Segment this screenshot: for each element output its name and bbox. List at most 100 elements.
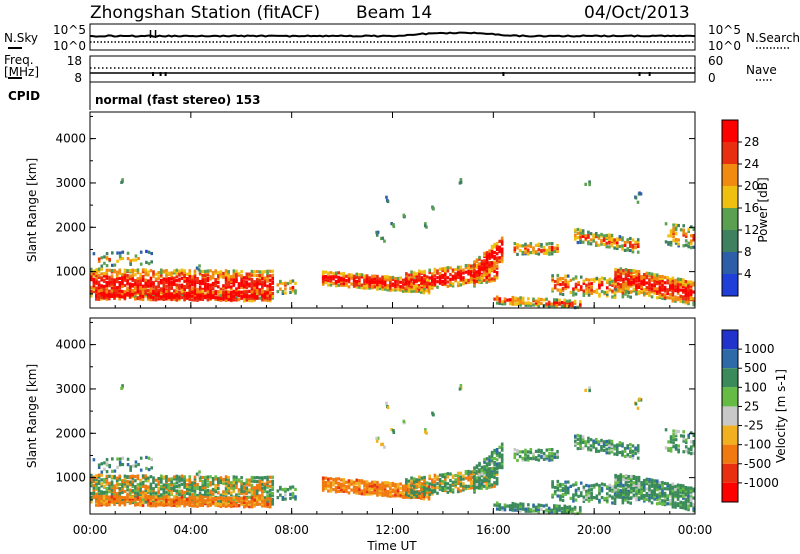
velocity-cell: [407, 489, 411, 494]
power-cell: [175, 293, 179, 298]
power-cell: [149, 279, 153, 283]
power-cell: [519, 303, 522, 307]
velocity-cell: [564, 487, 567, 492]
power-cell: [391, 275, 395, 280]
power-cell: [676, 286, 680, 290]
velocity-cell: [451, 480, 455, 484]
power-cell: [334, 279, 338, 284]
power-cell: [128, 269, 132, 273]
power-cell: [422, 291, 426, 295]
velocity-cell: [550, 456, 554, 460]
power-cell: [211, 286, 215, 290]
velocity-cell: [167, 490, 171, 494]
power-cell: [674, 226, 678, 230]
power-cell: [615, 240, 619, 245]
velocity-cell: [284, 497, 287, 501]
power-cell: [551, 287, 554, 291]
power-cell: [495, 256, 499, 260]
velocity-cell: [534, 507, 538, 511]
power-cell: [100, 291, 103, 295]
power-cell: [668, 277, 672, 282]
velocity-cell: [608, 447, 611, 451]
power-cell: [548, 245, 551, 250]
power-cell: [100, 288, 103, 292]
velocity-cell: [237, 478, 241, 482]
power-cell: [587, 287, 591, 291]
power-cell: [483, 266, 486, 271]
power-cell: [585, 287, 588, 291]
power-cell: [420, 278, 424, 282]
power-cell: [418, 269, 421, 273]
power-cell: [622, 288, 625, 293]
velocity-cell: [232, 483, 236, 488]
power-cell: [682, 244, 685, 248]
power-cell: [655, 291, 659, 295]
power-cell: [134, 285, 137, 289]
power-cell: [113, 288, 116, 292]
power-cell: [537, 297, 541, 301]
power-cell: [170, 277, 173, 281]
velocity-cell: [516, 452, 519, 456]
power-cell: [488, 261, 491, 265]
power-cell: [167, 277, 171, 281]
velocity-cell: [100, 470, 104, 474]
velocity-cell: [655, 483, 659, 487]
power-cell: [592, 277, 596, 281]
power-cell: [493, 254, 496, 259]
velocity-cell: [407, 493, 411, 498]
velocity-cell: [188, 482, 192, 486]
power-cell: [674, 239, 678, 243]
power-cell: [224, 296, 228, 300]
velocity-cell: [100, 499, 103, 503]
power-cell: [642, 287, 646, 292]
velocity-cell: [376, 480, 379, 485]
velocity-cell: [579, 491, 583, 495]
power-cell: [572, 277, 575, 281]
power-cell: [131, 283, 135, 287]
power-cell: [621, 246, 624, 250]
velocity-cell: [193, 504, 197, 508]
power-cell: [90, 274, 93, 278]
power-cell: [642, 272, 646, 277]
velocity-cell: [196, 504, 199, 508]
power-cell: [480, 266, 484, 270]
nsky-curve: [89, 31, 696, 38]
power-cell: [433, 267, 437, 271]
velocity-cell: [258, 479, 262, 484]
power-cell: [636, 243, 640, 247]
velocity-cell: [253, 492, 256, 496]
power-cell: [294, 289, 297, 293]
power-cell: [248, 289, 251, 293]
power-cell: [224, 269, 228, 273]
velocity-cell: [483, 470, 486, 475]
velocity-cell: [217, 496, 220, 500]
power-cell: [263, 270, 267, 274]
power-cell: [102, 284, 106, 289]
velocity-cell: [209, 498, 212, 502]
power-cell: [615, 244, 619, 248]
velocity-cell: [368, 486, 371, 490]
velocity-cell: [227, 483, 230, 488]
power-cell: [635, 275, 638, 280]
power-cell: [214, 271, 218, 275]
power-cell: [618, 244, 622, 249]
power-cell: [365, 284, 369, 288]
velocity-cell: [485, 457, 489, 461]
power-cell: [692, 281, 695, 285]
velocity-cell: [370, 490, 374, 494]
velocity-cell: [493, 448, 496, 453]
power-cell: [613, 293, 617, 297]
velocity-cell: [622, 494, 625, 499]
velocity-cell: [572, 499, 575, 503]
velocity-cell: [188, 495, 192, 499]
velocity-cell: [689, 498, 693, 502]
velocity-cell: [227, 491, 230, 495]
velocity-cell: [121, 486, 124, 490]
velocity-cell: [564, 490, 567, 494]
power-cell: [392, 224, 396, 229]
velocity-cell: [401, 495, 405, 499]
power-cell: [418, 285, 421, 289]
power-cell: [268, 299, 272, 303]
power-cell: [516, 300, 520, 305]
